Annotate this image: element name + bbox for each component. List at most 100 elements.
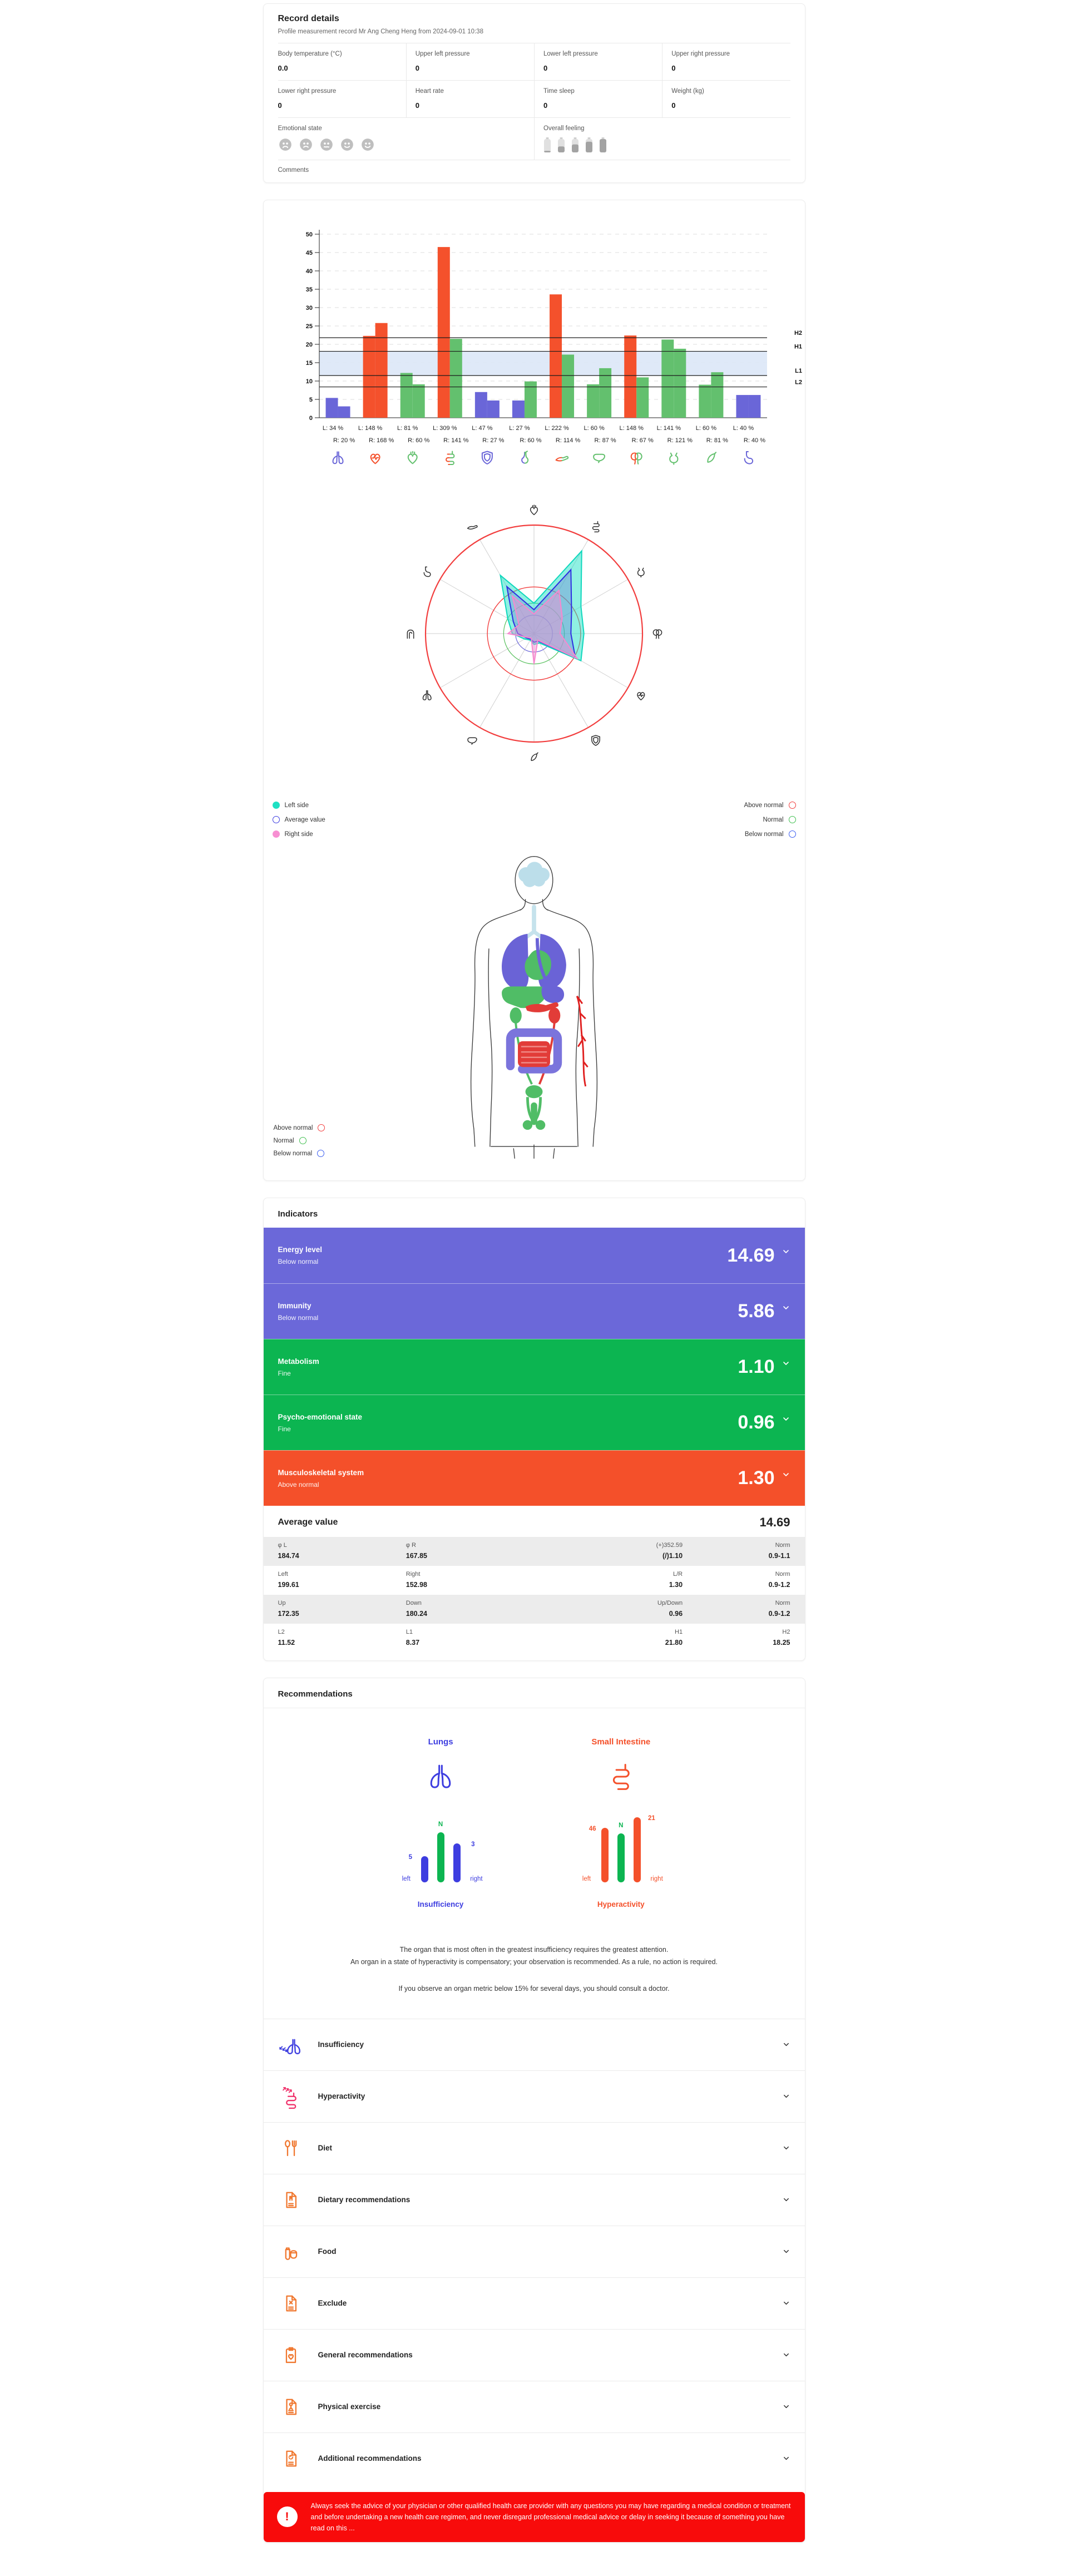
neutral-face-icon[interactable] [319,137,334,152]
left-lung-organ [502,933,529,990]
accordion-insufficiency[interactable]: Insufficiency [263,2018,805,2070]
measurement-table: φ L 184.74 φ R 167.85 (+)352.59 (/)1.10 Nor… [263,1537,805,1653]
comments-field[interactable]: Comments [278,160,790,182]
cell-norm: Norm 0.9-1.2 [768,1600,790,1618]
svg-text:L2: L2 [795,379,802,386]
chevron-down-icon[interactable] [782,2454,790,2463]
overall-feeling-label: Overall feeling [543,125,585,132]
svg-text:15: 15 [305,360,312,367]
indicator-musculoskeletal-system[interactable]: Musculoskeletal system Above normal 1.30 [263,1450,805,1506]
indicators-card: Indicators Energy level Below normal 14.… [263,1198,805,1661]
indicator-value: 1.10 [738,1356,790,1378]
battery-level-3-icon[interactable] [571,137,579,153]
svg-text:R: 60 %: R: 60 % [408,437,429,444]
accordion-dietary-recommendations[interactable]: Dietary recommendations [263,2173,805,2226]
field-body-temperature-c: Body temperature (°C) 0.0 [278,51,342,72]
indicator-list: Energy level Below normal 14.69 Immunity… [263,1228,805,1506]
indicator-metabolism[interactable]: Metabolism Fine 1.10 [263,1339,805,1395]
doc-x-icon [285,2295,296,2312]
battery-level-4-icon[interactable] [585,137,593,153]
body-diagram: Above normal Normal Below normal [264,852,805,1164]
chevron-down-icon[interactable] [782,1359,790,1368]
chevron-down-icon[interactable] [782,1303,790,1312]
panel-small-intestine: Small Intestine 46 left N 21 right Hyperac… [582,1737,663,1908]
svg-text:L: 141 %: L: 141 % [656,425,681,432]
chevron-down-icon[interactable] [782,2351,790,2359]
mini-bar: 5 left [402,1854,428,1882]
body-legend-normal: Normal [274,1137,306,1144]
indicator-value: 5.86 [738,1301,790,1322]
indicator-immunity[interactable]: Immunity Below normal 5.86 [263,1283,805,1339]
chevron-down-icon[interactable] [782,2402,790,2411]
svg-text:5: 5 [309,397,312,403]
accordion-hyperactivity[interactable]: Hyperactivity [263,2070,805,2122]
chevron-down-icon[interactable] [782,1247,790,1256]
panel-caption: Hyperactivity [597,1900,645,1908]
chevron-down-icon[interactable] [782,1470,790,1479]
table-row: L2 11.52 L1 8.37 H1 21.80 H2 18.25 [264,1624,805,1653]
small-intestine-axis-icon [592,521,600,533]
indicators-title: Indicators [278,1209,318,1219]
left-right-mini-chart: 46 left N 21 right [582,1811,663,1882]
accordion-exclude[interactable]: Exclude [263,2277,805,2329]
medical-disclaimer-banner: ! Always seek the advice of your physici… [263,2491,805,2542]
record-fields-grid: Body temperature (°C) 0.0 Upper left pre… [278,43,790,117]
svg-text:R: 40 %: R: 40 % [743,437,765,444]
chevron-down-icon[interactable] [782,2299,790,2307]
organ-balance-bar-chart: 0 5 10 15 20 25 30 35 40 45 50 L: 34 % R: 20 % L: 148… [264,220,805,480]
svg-text:R: 87 %: R: 87 % [594,437,616,444]
svg-text:R: 81 %: R: 81 % [706,437,728,444]
happy-face-icon[interactable] [360,137,375,152]
chevron-down-icon[interactable] [782,2092,790,2100]
accordion-additional-recommendations[interactable]: Additional recommendations [263,2432,805,2484]
battery-level-5-icon[interactable] [599,137,607,153]
recommendation-accordions: Insufficiency Hyperactivity Diet Dietary… [263,2018,805,2484]
stomach-organ [541,979,565,1003]
trachea-organ [532,904,536,933]
cell-up-down: Up/Down 0.96 [657,1600,683,1618]
accordion-physical-exercise[interactable]: Physical exercise [263,2380,805,2432]
svg-text:40: 40 [305,268,312,275]
cell-h2: H2 18.25 [773,1629,790,1647]
page-title: Record details [278,14,339,23]
accordion-food[interactable]: Food [263,2225,805,2277]
note-insufficiency: The organ that is most often in the grea… [399,1946,669,1954]
sad-face-icon[interactable] [299,137,313,152]
bladder-icon [669,452,678,465]
food-icon [285,2247,297,2260]
chevron-down-icon[interactable] [782,2247,790,2256]
svg-text:45: 45 [305,250,312,256]
shield-icon [481,451,493,464]
svg-text:H1: H1 [794,344,802,350]
cutlery-icon [284,2139,296,2156]
indicator-value: 1.30 [738,1467,790,1489]
accordion-general-recommendations[interactable]: General recommendations [263,2328,805,2381]
charts-card: 0 5 10 15 20 25 30 35 40 45 50 L: 34 % R: 20 % L: 148… [263,200,805,1181]
field-upper-right-pressure: Upper right pressure 0 [662,43,790,80]
smile-face-icon[interactable] [340,137,354,152]
svg-text:25: 25 [305,323,312,330]
battery-level-1-icon[interactable] [543,137,551,153]
accordion-diet[interactable]: Diet [263,2122,805,2174]
heart-pulse-icon [370,453,380,464]
indicator-energy-level[interactable]: Energy level Below normal 14.69 [263,1228,805,1283]
cell-r: φ R 167.85 [406,1542,427,1560]
svg-text:0: 0 [309,415,312,422]
table-row: Left 199.61 Right 152.98 L/R 1.30 Norm 0.9-1… [264,1566,805,1595]
warning-icon: ! [276,2506,298,2528]
chevron-down-icon[interactable] [782,2144,790,2152]
very-sad-face-icon[interactable] [278,137,293,152]
legend-above-normal: Above normal [744,802,796,809]
battery-level-2-icon[interactable] [557,137,565,153]
svg-text:L: 309 %: L: 309 % [433,425,457,432]
cell-l: φ L 184.74 [278,1542,299,1560]
chevron-down-icon[interactable] [782,2040,790,2049]
svg-text:35: 35 [305,286,312,293]
field-lower-right-pressure: Lower right pressure 0 [278,80,406,117]
indicator-psycho-emotional-state[interactable]: Psycho-emotional state Fine 0.96 [263,1395,805,1450]
chevron-down-icon[interactable] [782,2196,790,2204]
organ-radar-chart [264,482,805,794]
chevron-down-icon[interactable] [782,1415,790,1423]
left-right-mini-chart: 5 left N 3 right [402,1811,483,1882]
average-value-label: Average value [278,1517,338,1527]
